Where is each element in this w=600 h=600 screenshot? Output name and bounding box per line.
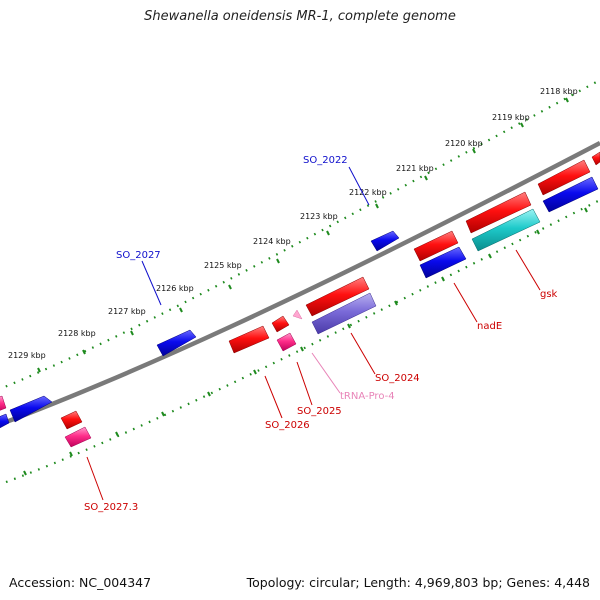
tick-labels: 2118 kbp 2119 kbp 2120 kbp 2121 kbp 2122…	[8, 87, 578, 360]
outer-ruler	[0, 79, 600, 391]
gene-left-blue-feature[interactable]	[0, 395, 53, 430]
genome-backbone	[0, 141, 600, 427]
leader-lines	[86, 166, 541, 501]
tick-label: 2123 kbp	[300, 212, 338, 221]
tick-label: 2129 kbp	[8, 351, 46, 360]
outer-major-ticks	[37, 97, 569, 373]
gene-red-3-feature[interactable]	[465, 191, 532, 234]
gene-labels: SO_2022 SO_2027 gsk nadE SO_2024 tRNA-Pr…	[84, 155, 558, 513]
gene-nadE-feature[interactable]	[419, 246, 467, 279]
gene-red-2-feature[interactable]	[537, 159, 591, 196]
tick-label: 2120 kbp	[445, 139, 483, 148]
genome-summary-text: Topology: circular; Length: 4,969,803 bp…	[246, 575, 590, 590]
accession-text: Accession: NC_004347	[9, 575, 152, 590]
gene-SO_2027.3-feature[interactable]	[64, 426, 92, 448]
tick-label: 2121 kbp	[396, 164, 434, 173]
gene-label-SO_2026[interactable]: SO_2026	[265, 420, 310, 431]
tick-label: 2125 kbp	[204, 261, 242, 270]
gene-gsk-feature[interactable]	[471, 208, 541, 252]
gene-SO_2025-feature[interactable]	[276, 332, 297, 352]
inner-major-ticks	[23, 207, 588, 476]
gene-red-7-feature[interactable]	[228, 325, 270, 354]
gene-label-nadE[interactable]: nadE	[477, 321, 502, 332]
gene-SO_2027-feature[interactable]	[156, 329, 197, 357]
gene-red-6-feature[interactable]	[271, 315, 290, 333]
gene-red-4-feature[interactable]	[413, 230, 459, 262]
genome-map: 2118 kbp 2119 kbp 2120 kbp 2121 kbp 2122…	[0, 79, 600, 513]
gene-label-SO_2024[interactable]: SO_2024	[375, 373, 420, 384]
gene-SO_2022-feature[interactable]	[370, 230, 400, 252]
tick-label: 2122 kbp	[349, 188, 387, 197]
gene-label-SO_2025[interactable]: SO_2025	[297, 406, 342, 417]
gene-topright-red-feature[interactable]	[591, 151, 600, 166]
gene-tRNA-feature[interactable]	[292, 309, 303, 320]
gene-red-5-feature[interactable]	[305, 276, 370, 317]
gene-SO_2024-feature[interactable]	[311, 292, 377, 335]
tick-label: 2119 kbp	[492, 113, 530, 122]
gene-red-8-feature[interactable]	[60, 410, 83, 430]
gene-label-tRNA-Pro-4[interactable]: tRNA-Pro-4	[340, 391, 395, 402]
map-title: Shewanella oneidensis MR-1, complete gen…	[144, 9, 456, 24]
tick-label: 2118 kbp	[540, 87, 578, 96]
gene-label-SO_2022[interactable]: SO_2022	[303, 155, 348, 166]
tick-label: 2126 kbp	[156, 284, 194, 293]
gene-blue-row2-a[interactable]	[542, 176, 599, 213]
tick-label: 2128 kbp	[58, 329, 96, 338]
gene-label-SO_2027[interactable]: SO_2027	[116, 250, 161, 261]
gene-label-SO_2027.3[interactable]: SO_2027.3	[84, 502, 138, 513]
gene-left-pink-feature[interactable]	[0, 395, 7, 412]
tick-label: 2127 kbp	[108, 307, 146, 316]
gene-label-gsk[interactable]: gsk	[540, 289, 558, 300]
tick-label: 2124 kbp	[253, 237, 291, 246]
